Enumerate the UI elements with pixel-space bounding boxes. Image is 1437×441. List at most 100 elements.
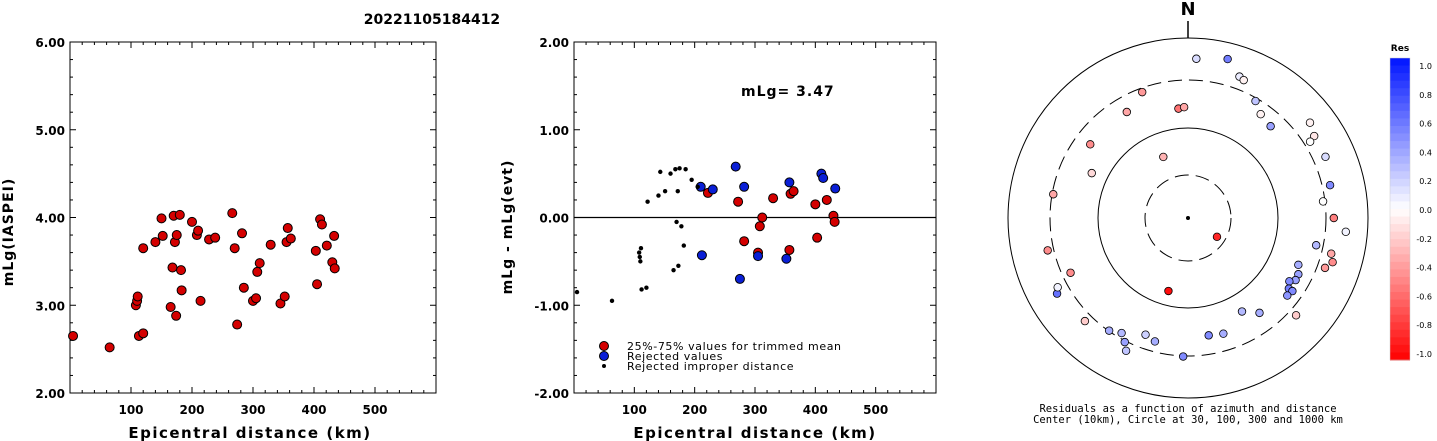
station-point xyxy=(1223,54,1232,64)
colorbar-cell xyxy=(1390,141,1410,150)
colorbar-cell xyxy=(1390,80,1410,89)
colorbar-cell xyxy=(1390,239,1410,248)
station-point xyxy=(1283,291,1292,300)
ring-30km xyxy=(1144,174,1232,262)
colorbar-cell xyxy=(1390,261,1410,270)
data-point-improper xyxy=(676,263,681,268)
y-tick-label: 2.00 xyxy=(35,387,65,401)
middle-panel: 100 200 300 400 500 -2.00 -1.00 0.00 1.00 2.00 mL… xyxy=(500,36,937,441)
data-point-improper xyxy=(639,287,644,292)
data-point xyxy=(812,232,823,243)
station-point xyxy=(1285,277,1294,286)
y-tick-label: 2.00 xyxy=(539,36,569,50)
data-point xyxy=(829,216,840,227)
data-point xyxy=(753,251,764,262)
data-point xyxy=(830,183,841,194)
colorbar-cell xyxy=(1390,125,1410,134)
station-point xyxy=(1164,286,1173,296)
data-point-improper xyxy=(675,188,680,194)
middle-x-axis-label: Epicentral distance (km) xyxy=(633,424,876,441)
data-point xyxy=(138,328,149,339)
colorbar-cell xyxy=(1390,329,1410,338)
colorbar-tick-label: -0.2 xyxy=(1416,235,1432,244)
colorbar-cell xyxy=(1390,103,1410,112)
colorbar-cell xyxy=(1390,201,1410,210)
colorbar-cell xyxy=(1390,193,1410,202)
mlg-annotation: mLg= 3.47 xyxy=(741,84,835,100)
colorbar: Res 1.0 0.8 0.6 0.4 0.2 0.0 -0.2 -0.4 -0.6 -0.8 -1… xyxy=(1389,44,1432,361)
polar-caption-line2: Center (10km), Circle at 30, 100, 300 an… xyxy=(1033,414,1343,426)
station-point xyxy=(1049,190,1058,199)
legend: 25%-75% values for trimmed mean Rejected… xyxy=(599,340,842,373)
colorbar-tick-label: 0.4 xyxy=(1419,148,1432,157)
station-point xyxy=(1237,307,1247,316)
data-point xyxy=(768,193,779,204)
data-point xyxy=(821,194,832,205)
data-point xyxy=(176,265,187,276)
colorbar-tick-label: 0.2 xyxy=(1419,177,1432,186)
data-point xyxy=(329,263,340,274)
colorbar-cell xyxy=(1390,314,1410,323)
ring-1000km xyxy=(1007,37,1369,399)
station-point xyxy=(1086,140,1095,149)
center-point xyxy=(1186,216,1190,220)
data-point xyxy=(229,243,240,254)
data-point xyxy=(171,310,182,321)
colorbar-cell xyxy=(1390,246,1410,255)
station-point xyxy=(1178,352,1188,361)
colorbar-cell xyxy=(1390,148,1410,157)
data-point xyxy=(739,181,750,192)
data-point xyxy=(784,244,795,255)
colorbar-cell xyxy=(1390,352,1410,361)
colorbar-cell xyxy=(1390,269,1410,278)
data-point-improper xyxy=(638,246,644,251)
station-point xyxy=(1159,152,1168,162)
data-point xyxy=(171,230,182,241)
data-point xyxy=(187,216,197,227)
colorbar-tick-label: 0.6 xyxy=(1419,120,1432,129)
data-point-improper xyxy=(683,167,688,172)
data-point xyxy=(150,237,161,248)
colorbar-cell xyxy=(1390,133,1410,142)
colorbar-cell xyxy=(1390,284,1410,293)
legend-label-accepted: 25%-75% values for trimmed mean xyxy=(627,340,842,353)
station-point xyxy=(1104,326,1114,335)
data-point-improper xyxy=(645,199,650,204)
station-point xyxy=(1043,246,1052,255)
station-point xyxy=(1325,181,1335,190)
data-point-improper xyxy=(637,254,642,260)
colorbar-cell xyxy=(1390,337,1410,346)
middle-y-axis-label: mLg - mLg(evt) xyxy=(500,160,516,295)
station-point xyxy=(1310,131,1319,141)
data-point-improper xyxy=(677,166,682,171)
colorbar-tick-label: -0.4 xyxy=(1416,264,1432,273)
data-point xyxy=(818,173,829,184)
data-point-improper xyxy=(674,219,679,225)
data-point xyxy=(329,230,340,241)
colorbar-cell xyxy=(1390,110,1410,119)
station-point xyxy=(1327,249,1336,258)
colorbar-cell xyxy=(1390,88,1410,97)
station-point xyxy=(1256,109,1265,119)
left-data-points xyxy=(68,208,340,353)
x-tick-label: 500 xyxy=(863,403,888,417)
legend-marker-rejected xyxy=(599,351,609,361)
data-point xyxy=(754,221,765,232)
colorbar-cell xyxy=(1390,307,1410,316)
data-point-improper xyxy=(681,243,687,248)
y-tick-label: 4.00 xyxy=(35,212,65,226)
data-point xyxy=(193,225,204,236)
data-point-improper xyxy=(638,259,643,264)
data-point-improper xyxy=(668,171,673,176)
colorbar-cell xyxy=(1390,209,1410,218)
data-point xyxy=(156,213,167,224)
station-point xyxy=(1150,337,1160,346)
data-point xyxy=(696,250,707,261)
station-point xyxy=(1329,213,1338,223)
station-point xyxy=(1219,329,1228,338)
colorbar-cell xyxy=(1390,118,1410,127)
colorbar-cell xyxy=(1390,254,1410,263)
data-point xyxy=(739,236,750,247)
legend-marker-accepted xyxy=(599,341,609,351)
